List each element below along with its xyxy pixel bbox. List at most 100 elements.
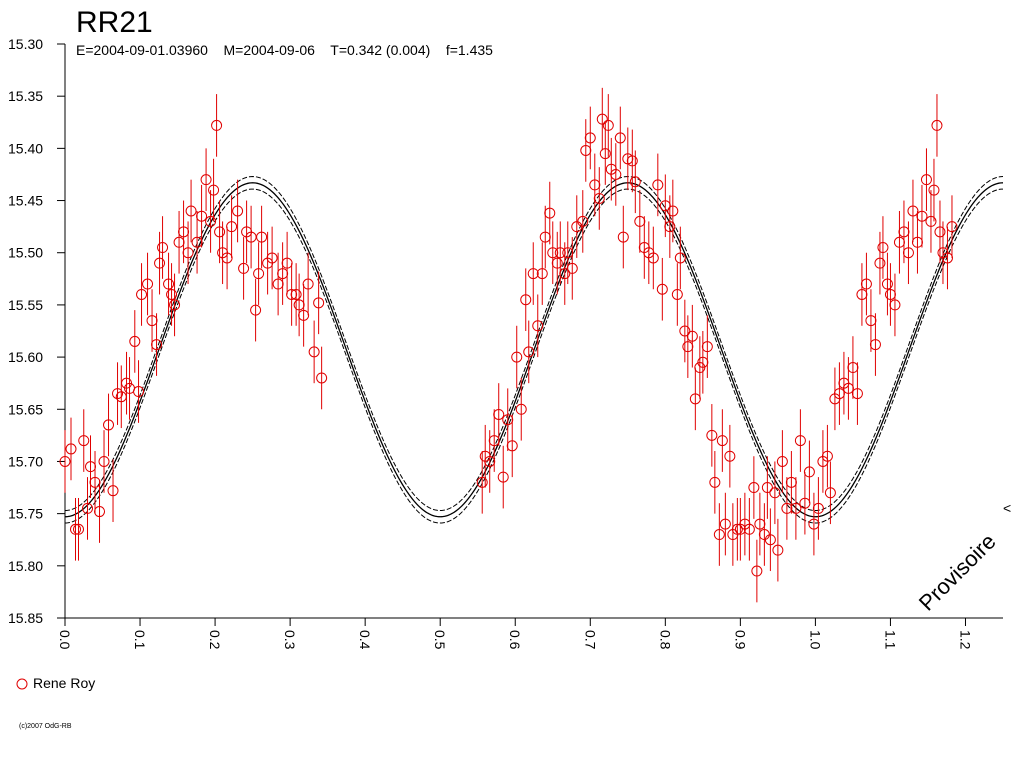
x-tick-label: 0.2 [207,630,223,650]
corner-mark: < [1003,500,1011,516]
x-tick-label: 1.0 [807,630,823,650]
data-point [761,482,773,494]
data-point [515,403,527,415]
data-point [250,304,262,316]
x-tick-label: 0.6 [507,630,523,650]
data-point [694,362,706,374]
data-point [902,247,914,259]
y-tick-label: 15.55 [8,297,43,313]
data-point [142,278,154,290]
data-point [73,523,85,535]
data-point [889,299,901,311]
data-point [877,242,889,254]
x-tick-label: 0.7 [582,630,598,650]
data-point [851,388,863,400]
data-point [743,523,755,535]
legend-label: Rene Roy [33,675,95,691]
chart-title: RR21 [76,6,153,39]
y-tick-label: 15.85 [8,610,43,626]
data-point [667,205,679,217]
y-axis: 15.30 15.35 15.40 15.45 15.50 15.55 15.60 15.65… [8,36,66,626]
data-point [664,221,676,233]
data-point [536,268,548,280]
data-point [302,278,314,290]
data-point [182,247,194,259]
data-point [772,544,784,556]
data-point [593,192,605,204]
data-point [860,278,872,290]
data-point [647,252,659,264]
data-point [256,231,268,243]
data-point [497,471,509,483]
y-tick-label: 15.65 [8,401,43,417]
data-point [584,132,596,144]
data-point [82,502,94,514]
data-point [824,487,836,499]
data-point [70,523,82,535]
x-axis: 0.0 0.1 0.2 0.3 0.4 0.5 0.6 0.7 0.8 0.9 1.0 1.1 1.2 [57,617,1003,650]
data-point [107,485,119,497]
data-point [748,482,760,494]
data-point [706,429,718,441]
data-point [169,299,181,311]
data-point [151,339,163,351]
data-point [154,257,166,269]
data-point [511,351,523,363]
data-point [208,184,220,196]
data-point [776,455,788,467]
data-point [724,450,736,462]
data-point [520,294,532,306]
data-point [308,346,320,358]
data-point [290,288,302,300]
data-point [881,278,893,290]
data-point [205,215,217,227]
data-point [211,119,223,131]
data-point [803,466,815,478]
data-point [719,518,731,530]
data-point [163,278,175,290]
y-tick-label: 15.80 [8,558,43,574]
data-point [577,215,589,227]
data-point [701,341,713,353]
data-point [157,242,169,254]
data-point [166,288,178,300]
data-point [232,205,244,217]
x-tick-label: 1.1 [882,630,898,650]
fit-curve [64,182,1004,518]
data-point [559,268,571,280]
data-point [266,252,278,264]
data-point [59,455,71,467]
legend: Rene Roy [16,675,95,691]
data-point [129,335,141,347]
data-point [764,534,776,546]
fit-curve-band [64,188,1004,524]
data-point [869,339,881,351]
x-tick-label: 0.3 [282,630,298,650]
data-point [920,174,932,186]
data-point [214,226,226,238]
data-point [614,132,626,144]
data-point [874,257,886,269]
y-tick-label: 15.30 [8,36,43,52]
legend-marker [16,678,28,690]
chart-subtitle: E=2004-09-01.03960 M=2004-09-06 T=0.342 … [76,42,493,58]
data-point [226,221,238,233]
data-point [790,502,802,514]
data-point [794,435,806,447]
data-point [527,268,539,280]
data-point [916,210,928,222]
data-point [532,320,544,332]
data-point [652,179,664,191]
data-point [928,184,940,196]
data-point [674,252,686,264]
data-point [821,450,833,462]
data-point [716,435,728,447]
data-point [617,231,629,243]
data-point [65,443,77,455]
x-tick-label: 0.8 [657,630,673,650]
provisional-watermark: Provisoire [914,529,1001,616]
y-tick-label: 15.75 [8,506,43,522]
data-point [931,119,943,131]
x-tick-label: 0.4 [357,630,373,650]
data-point [238,262,250,274]
